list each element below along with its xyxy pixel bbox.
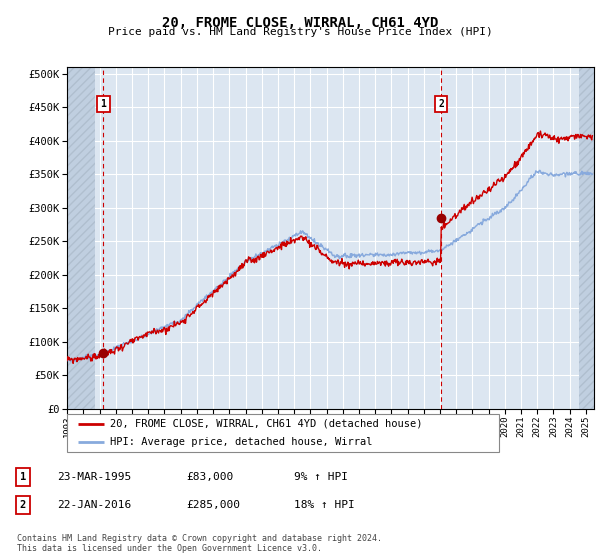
FancyBboxPatch shape — [67, 414, 499, 452]
Text: 1: 1 — [100, 99, 106, 109]
Text: £285,000: £285,000 — [186, 500, 240, 510]
Text: 20, FROME CLOSE, WIRRAL, CH61 4YD: 20, FROME CLOSE, WIRRAL, CH61 4YD — [162, 16, 438, 30]
Text: 20, FROME CLOSE, WIRRAL, CH61 4YD (detached house): 20, FROME CLOSE, WIRRAL, CH61 4YD (detac… — [110, 419, 423, 429]
Text: 23-MAR-1995: 23-MAR-1995 — [57, 472, 131, 482]
Text: HPI: Average price, detached house, Wirral: HPI: Average price, detached house, Wirr… — [110, 437, 373, 447]
Bar — [580, 67, 594, 409]
Text: Price paid vs. HM Land Registry's House Price Index (HPI): Price paid vs. HM Land Registry's House … — [107, 27, 493, 37]
Text: 18% ↑ HPI: 18% ↑ HPI — [294, 500, 355, 510]
Text: 2: 2 — [438, 99, 444, 109]
Bar — [67, 67, 95, 409]
Text: Contains HM Land Registry data © Crown copyright and database right 2024.
This d: Contains HM Land Registry data © Crown c… — [17, 534, 382, 553]
Text: 22-JAN-2016: 22-JAN-2016 — [57, 500, 131, 510]
Text: 2: 2 — [20, 500, 26, 510]
Text: 9% ↑ HPI: 9% ↑ HPI — [294, 472, 348, 482]
Text: 1: 1 — [20, 472, 26, 482]
Text: £83,000: £83,000 — [186, 472, 233, 482]
